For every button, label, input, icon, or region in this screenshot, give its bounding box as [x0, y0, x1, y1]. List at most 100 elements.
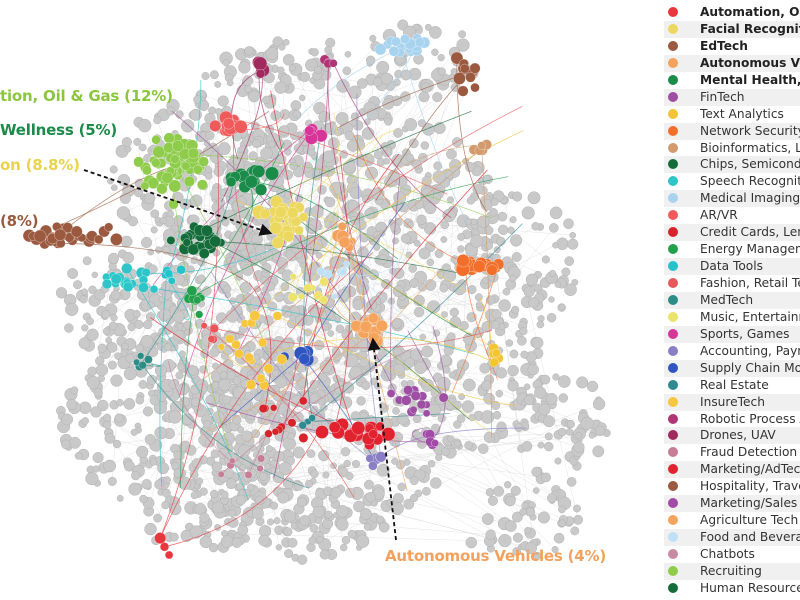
- cluster-edge: [333, 63, 452, 219]
- graph-node: [91, 271, 99, 279]
- graph-node: [549, 223, 559, 233]
- graph-node: [209, 70, 219, 80]
- legend-label: Human Resources: [700, 580, 800, 595]
- cluster-node: [472, 260, 486, 273]
- cluster-edge: [451, 264, 499, 394]
- graph-node: [225, 478, 237, 489]
- graph-node: [512, 191, 523, 202]
- graph-node: [421, 345, 434, 358]
- graph-node: [297, 497, 308, 508]
- graph-node: [313, 65, 322, 74]
- legend-label: Energy Managem: [700, 242, 800, 257]
- legend-label: AR/VR: [700, 208, 738, 223]
- graph-node: [563, 218, 574, 229]
- graph-node: [116, 494, 124, 502]
- graph-node: [544, 432, 553, 441]
- graph-node: [213, 166, 225, 177]
- legend-item: Credit Cards, Len: [664, 224, 800, 242]
- graph-node: [318, 110, 331, 123]
- graph-node: [355, 534, 370, 548]
- graph-node: [92, 465, 100, 473]
- graph-node: [93, 388, 103, 398]
- graph-node: [116, 206, 131, 220]
- graph-node: [343, 459, 351, 468]
- graph-node: [260, 147, 273, 160]
- cluster-node: [70, 225, 83, 238]
- graph-node: [484, 225, 494, 235]
- graph-node: [479, 362, 491, 374]
- cluster-node: [453, 72, 466, 85]
- graph-node: [470, 234, 484, 248]
- graph-node: [306, 542, 316, 553]
- cluster-node: [328, 421, 341, 434]
- graph-node: [424, 23, 432, 31]
- cluster-node: [298, 396, 308, 406]
- graph-node: [108, 321, 118, 331]
- graph-node: [465, 536, 477, 549]
- cluster-node: [161, 171, 174, 184]
- graph-node: [549, 269, 556, 277]
- graph-node: [474, 293, 483, 302]
- cluster-node: [186, 285, 198, 297]
- graph-node: [212, 501, 225, 514]
- graph-node: [308, 536, 317, 545]
- graph-node: [161, 290, 172, 300]
- graph-node: [120, 235, 133, 248]
- graph-node: [567, 238, 579, 250]
- graph-node: [534, 386, 547, 399]
- graph-node: [412, 159, 422, 170]
- cluster-node: [319, 295, 328, 305]
- graph-node: [123, 398, 136, 410]
- graph-node: [573, 514, 583, 525]
- graph-node: [290, 522, 298, 530]
- legend-label: FinTech: [700, 89, 745, 104]
- graph-node: [81, 324, 89, 332]
- legend-label: Autonomous Vehi: [700, 55, 800, 70]
- graph-node: [277, 66, 285, 74]
- graph-node: [97, 343, 107, 353]
- graph-edge: [228, 472, 531, 549]
- graph-node: [177, 384, 189, 396]
- graph-node: [253, 392, 262, 401]
- legend-dot-icon: [668, 549, 678, 559]
- graph-node: [85, 472, 99, 486]
- graph-node: [347, 529, 356, 539]
- graph-node: [309, 393, 320, 404]
- graph-node: [378, 521, 390, 533]
- graph-node: [533, 551, 542, 560]
- cluster-edge: [284, 178, 334, 211]
- cluster-node: [168, 199, 179, 210]
- cluster-node: [234, 349, 244, 359]
- cluster-node: [197, 179, 208, 191]
- graph-node: [509, 216, 517, 224]
- graph-node: [244, 46, 254, 56]
- graph-node: [315, 251, 323, 259]
- graph-node: [155, 246, 163, 254]
- graph-node: [408, 264, 418, 273]
- cluster-node: [257, 337, 268, 348]
- graph-edge: [292, 395, 544, 518]
- graph-edge: [335, 187, 341, 263]
- cluster-edge: [139, 185, 234, 367]
- graph-node: [288, 64, 296, 72]
- graph-node: [391, 457, 399, 465]
- graph-node: [511, 305, 520, 314]
- graph-node: [138, 143, 147, 152]
- legend-dot-icon: [668, 481, 678, 492]
- graph-node: [554, 281, 561, 288]
- graph-node: [470, 218, 478, 226]
- cluster-edge: [248, 282, 272, 409]
- graph-node: [545, 392, 558, 405]
- legend-item: Human Resources: [664, 580, 800, 597]
- legend-item: EdTech: [664, 38, 800, 55]
- cluster-node: [168, 277, 176, 285]
- graph-node: [150, 209, 160, 219]
- cluster-node: [54, 228, 67, 241]
- cluster-node: [265, 166, 279, 181]
- graph-node: [101, 310, 111, 319]
- graph-node: [345, 353, 359, 368]
- graph-node: [220, 535, 234, 548]
- graph-node: [386, 498, 394, 507]
- cluster-node: [176, 265, 186, 275]
- graph-edge: [116, 419, 276, 445]
